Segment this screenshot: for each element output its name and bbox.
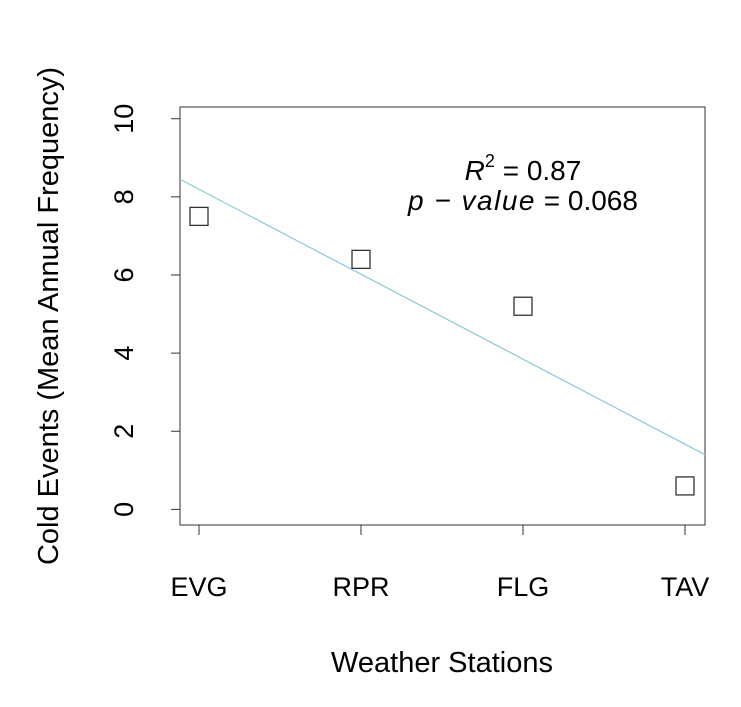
y-axis-title: Cold Events (Mean Annual Frequency) xyxy=(33,67,65,565)
p-value: = 0.068 xyxy=(536,185,638,216)
y-tick-label: 0 xyxy=(109,502,139,517)
r2-value: = 0.87 xyxy=(495,155,581,186)
p-label: p − value xyxy=(407,185,536,216)
r2-symbol: R xyxy=(465,155,485,186)
y-tick-label: 8 xyxy=(109,189,139,204)
trend-line xyxy=(179,178,706,456)
r-squared-annotation: R2 = 0.87 xyxy=(465,151,582,186)
y-tick-label: 4 xyxy=(109,346,139,361)
y-tick-label: 10 xyxy=(109,104,139,134)
plot-frame xyxy=(179,106,706,526)
y-tick-label: 2 xyxy=(109,424,139,439)
data-point xyxy=(189,206,209,227)
x-tick-label: TAV xyxy=(661,572,710,602)
y-tick-label: 6 xyxy=(109,267,139,282)
p-value-annotation: p − value = 0.068 xyxy=(407,185,638,216)
x-axis: EVG RPR FLG TAV xyxy=(170,525,709,602)
x-tick-label: EVG xyxy=(170,572,227,602)
data-point xyxy=(675,476,695,496)
data-points xyxy=(189,206,695,496)
data-point xyxy=(351,249,371,270)
r2-exponent: 2 xyxy=(485,151,495,171)
data-point xyxy=(513,296,533,316)
y-axis: 0 2 4 6 8 10 xyxy=(109,104,180,517)
x-axis-title: Weather Stations xyxy=(331,647,553,679)
x-tick-label: RPR xyxy=(332,572,389,602)
x-tick-label: FLG xyxy=(497,572,550,602)
